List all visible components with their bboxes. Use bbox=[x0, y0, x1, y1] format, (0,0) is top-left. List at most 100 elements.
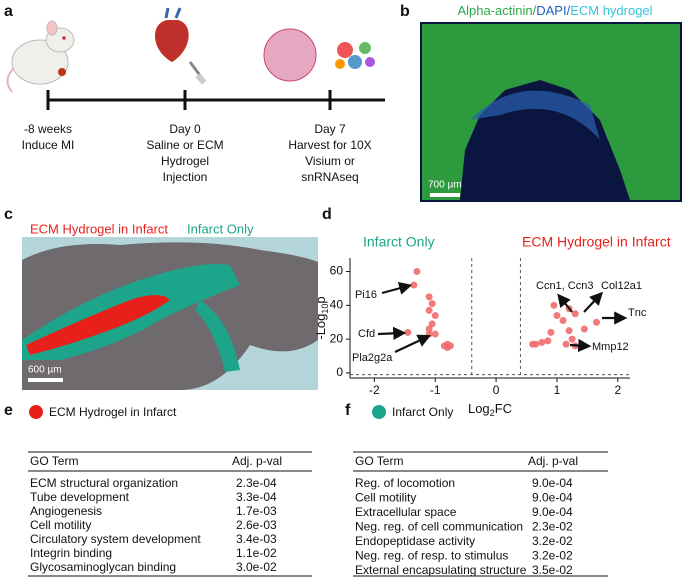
panel-label: f bbox=[345, 402, 351, 419]
point bbox=[431, 311, 439, 319]
p-value: 3.2e-02 bbox=[532, 549, 573, 563]
stain-title: Alpha-actinin/DAPI/ECM hydrogel bbox=[457, 3, 652, 18]
point bbox=[532, 340, 540, 348]
timeline-time: -8 weeks bbox=[24, 122, 72, 136]
gene-label: Tnc bbox=[628, 307, 647, 319]
point bbox=[425, 293, 433, 301]
p-value: 3.4e-03 bbox=[236, 532, 277, 546]
arrow bbox=[557, 293, 573, 313]
legend-dot bbox=[372, 405, 386, 419]
tissue bbox=[422, 24, 680, 200]
gene-label: Mmp12 bbox=[592, 341, 629, 353]
title-part: DAPI bbox=[536, 3, 566, 18]
arrow bbox=[569, 338, 592, 353]
col-header: Adj. p-val bbox=[232, 454, 282, 468]
go-term: Circulatory system development bbox=[30, 532, 201, 546]
histology-icon bbox=[263, 28, 317, 82]
point bbox=[404, 328, 412, 336]
go-term: External encapsulating structure bbox=[355, 563, 527, 577]
p-value: 2.6e-03 bbox=[236, 518, 277, 532]
p-value: 9.0e-04 bbox=[532, 476, 573, 490]
heart-icon bbox=[154, 7, 207, 85]
timeline-note: Injection bbox=[163, 170, 208, 184]
arrow bbox=[377, 326, 407, 340]
go-term: ECM structural organization bbox=[30, 476, 178, 490]
p-value: 3.2e-02 bbox=[532, 534, 573, 548]
point bbox=[571, 310, 579, 318]
table-title: Infarct Only bbox=[392, 405, 453, 419]
point bbox=[413, 268, 421, 276]
scale-bar-label: 700 µm bbox=[428, 180, 462, 191]
go-term: Glycosaminoglycan binding bbox=[30, 560, 176, 574]
point bbox=[443, 340, 451, 348]
arrow bbox=[583, 291, 604, 313]
arrow bbox=[381, 281, 413, 295]
group-title: Infarct Only bbox=[363, 234, 435, 250]
title-part: ECM hydrogel bbox=[570, 3, 652, 18]
go-term: Reg. of locomotion bbox=[355, 476, 455, 490]
legend-text: ECM Hydrogel in Infarct bbox=[30, 221, 168, 236]
go-term: Cell motility bbox=[355, 491, 416, 505]
go-term: Tube development bbox=[30, 490, 130, 504]
point bbox=[428, 320, 436, 328]
go-term: Integrin binding bbox=[30, 546, 112, 560]
arrow bbox=[394, 334, 431, 353]
point bbox=[425, 325, 433, 333]
point bbox=[553, 311, 561, 319]
col-header: GO Term bbox=[30, 454, 78, 468]
point bbox=[559, 317, 567, 325]
timeline-note: Induce MI bbox=[22, 138, 75, 152]
y-tick-label: 0 bbox=[336, 365, 343, 379]
gene-label: Ccn1, Ccn3 bbox=[536, 280, 593, 292]
x-tick-label: 2 bbox=[614, 383, 621, 397]
p-value: 1.7e-03 bbox=[236, 504, 277, 518]
tissue bbox=[470, 90, 600, 140]
title-part: / bbox=[567, 3, 571, 18]
point bbox=[562, 340, 570, 348]
gene-label: Cfd bbox=[358, 328, 375, 340]
panel-label: b bbox=[400, 3, 410, 20]
p-value: 2.3e-04 bbox=[236, 476, 277, 490]
p-value: 9.0e-04 bbox=[532, 491, 573, 505]
group-title: ECM Hydrogel in Infarct bbox=[522, 234, 671, 250]
point bbox=[538, 339, 546, 347]
go-term: Angiogenesis bbox=[30, 504, 102, 518]
col-header: Adj. p-val bbox=[528, 454, 578, 468]
spatial-map bbox=[22, 237, 318, 390]
timeline-note: Saline or ECM bbox=[146, 138, 223, 152]
go-term: Endopeptidase activity bbox=[355, 534, 475, 548]
mouse-icon bbox=[6, 20, 75, 93]
point bbox=[593, 318, 601, 326]
y-tick-label: 20 bbox=[330, 331, 344, 345]
panel-label: d bbox=[322, 206, 332, 223]
timeline-note: Hydrogel bbox=[161, 154, 209, 168]
panel-label: c bbox=[4, 206, 13, 223]
point bbox=[547, 328, 555, 336]
x-tick-label: -2 bbox=[369, 383, 380, 397]
timeline-note: Visium or bbox=[305, 154, 355, 168]
p-value: 3.3e-04 bbox=[236, 490, 277, 504]
gene-label: Pla2g2a bbox=[352, 352, 393, 364]
title-part: Alpha-actinin bbox=[457, 3, 532, 18]
p-value: 1.1e-02 bbox=[236, 546, 277, 560]
scale-bar bbox=[430, 193, 460, 197]
timeline-time: Day 0 bbox=[169, 122, 201, 136]
go-term: Neg. reg. of resp. to stimulus bbox=[355, 549, 508, 563]
go-term: Neg. reg. of cell communication bbox=[355, 520, 523, 534]
p-value: 2.3e-02 bbox=[532, 520, 573, 534]
legend-text: Infarct Only bbox=[187, 221, 254, 236]
title-part: / bbox=[533, 3, 537, 18]
cluster-icon bbox=[335, 42, 375, 69]
panel-label: e bbox=[4, 402, 13, 419]
point bbox=[428, 300, 436, 308]
scale-bar-label: 600 µm bbox=[28, 365, 62, 376]
x-tick-label: 0 bbox=[493, 383, 500, 397]
x-tick-label: -1 bbox=[430, 383, 441, 397]
p-value: 3.5e-02 bbox=[532, 563, 573, 577]
table-title: ECM Hydrogel in Infarct bbox=[49, 405, 177, 419]
x-tick-label: 1 bbox=[554, 383, 561, 397]
panel-label: a bbox=[4, 3, 13, 20]
col-header: GO Term bbox=[355, 454, 403, 468]
y-tick-label: 60 bbox=[330, 264, 344, 278]
